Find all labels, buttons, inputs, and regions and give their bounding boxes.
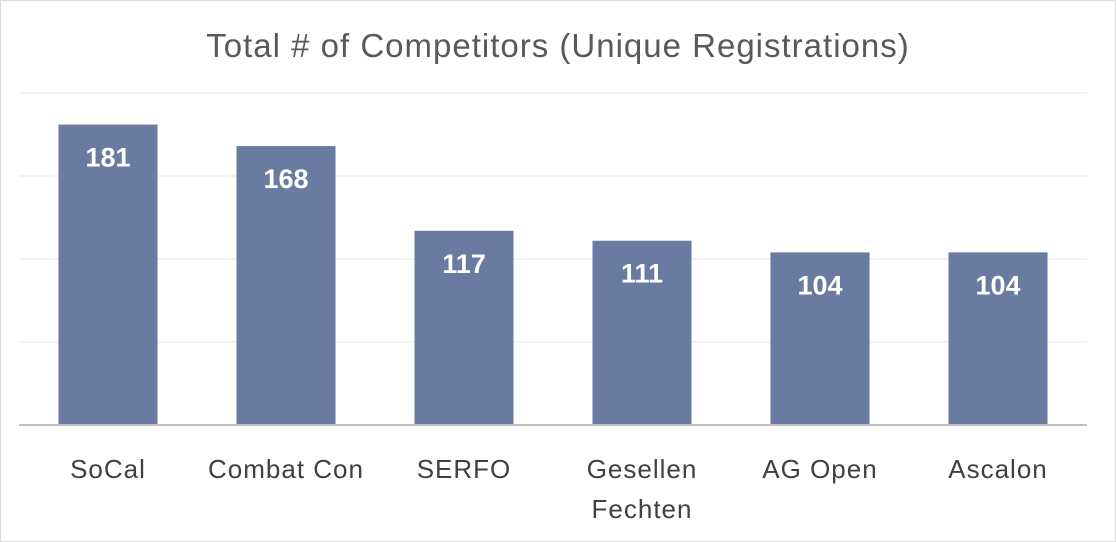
data-labels: 181 168 117 111 104 104: [85, 143, 1020, 301]
category-label: Ascalon: [948, 454, 1048, 484]
bar: [592, 240, 692, 425]
category-label: AG Open: [762, 454, 877, 484]
data-label: 168: [263, 164, 308, 194]
category-label: Gesellen Fechten: [587, 454, 698, 524]
category-label: Combat Con: [208, 454, 364, 484]
category-label: SERFO: [417, 454, 512, 484]
data-label: 104: [975, 270, 1020, 300]
data-label: 117: [442, 249, 486, 279]
bar: [58, 124, 158, 425]
bar: [236, 146, 336, 425]
chart-title: Total # of Competitors (Unique Registrat…: [206, 27, 909, 64]
category-label: SoCal: [70, 454, 146, 484]
bar: [414, 230, 514, 425]
category-labels: SoCal Combat Con SERFO Gesellen Fechten AG Op…: [70, 454, 1048, 524]
bar: [948, 252, 1048, 425]
data-label: 181: [85, 143, 130, 173]
bars: [58, 124, 1048, 425]
gridlines: [19, 92, 1087, 343]
bar: [770, 252, 870, 425]
data-label: 104: [797, 270, 842, 300]
data-label: 111: [621, 259, 663, 289]
